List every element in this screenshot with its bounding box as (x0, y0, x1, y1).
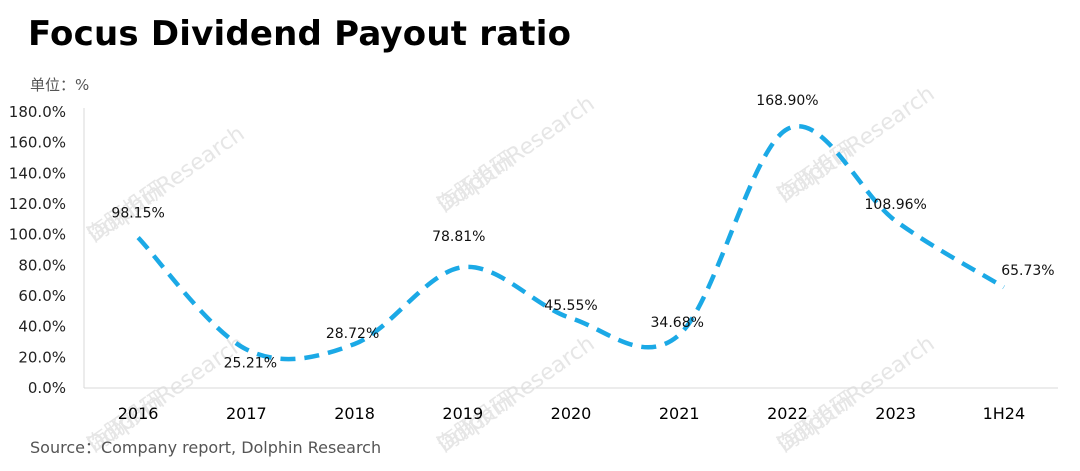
x-tick-label: 2018 (334, 404, 375, 423)
x-tick-label: 2022 (767, 404, 808, 423)
y-tick-label: 100.0% (9, 226, 66, 244)
y-tick-label: 120.0% (9, 195, 66, 213)
y-tick-label: 20.0% (18, 348, 66, 366)
x-tick-label: 2020 (551, 404, 592, 423)
series-line (136, 124, 1006, 362)
data-label: 25.21% (224, 355, 277, 371)
x-axis-ticks: 2016 2017 2018 2019 2020 2021 2022 2023 1H24 (118, 404, 1025, 423)
series-layer (136, 124, 1006, 362)
y-tick-label: 160.0% (9, 134, 66, 152)
x-tick-label: 2017 (226, 404, 267, 423)
x-tick-label: 2016 (118, 404, 159, 423)
chart-title: Focus Dividend Payout ratio (28, 14, 572, 54)
axes (83, 108, 1058, 389)
y-tick-label: 180.0% (9, 103, 66, 121)
data-label: 168.90% (756, 93, 818, 109)
y-tick-label: 40.0% (18, 318, 66, 336)
data-label: 78.81% (432, 229, 485, 245)
data-label: 34.68% (651, 315, 704, 331)
y-tick-label: 80.0% (18, 256, 66, 274)
x-tick-label: 2023 (875, 404, 916, 423)
source-note: Source：Company report, Dolphin Research (30, 438, 382, 457)
x-tick-label: 1H24 (983, 404, 1026, 423)
watermark-text-cn: 海豚投研 (773, 137, 859, 208)
y-tick-label: 140.0% (9, 164, 66, 182)
y-tick-label: 60.0% (18, 287, 66, 305)
data-label: 45.55% (544, 298, 597, 314)
y-tick-label: 0.0% (28, 379, 66, 397)
data-label: 65.73% (1001, 263, 1054, 279)
data-label: 28.72% (326, 326, 379, 342)
data-label: 98.15% (111, 206, 164, 222)
x-tick-label: 2021 (659, 404, 700, 423)
x-tick-label: 2019 (442, 404, 483, 423)
watermark-text-cn: 海豚投研 (433, 147, 519, 218)
y-axis-ticks: 0.0% 20.0% 40.0% 60.0% 80.0% 100.0% 120.0% 140.… (9, 103, 66, 397)
unit-label: 单位：% (30, 76, 90, 94)
data-labels: 98.15% 25.21% 28.72% 78.81% 45.55% 34.68% 168.… (111, 93, 1054, 371)
data-label: 108.96% (865, 197, 927, 213)
